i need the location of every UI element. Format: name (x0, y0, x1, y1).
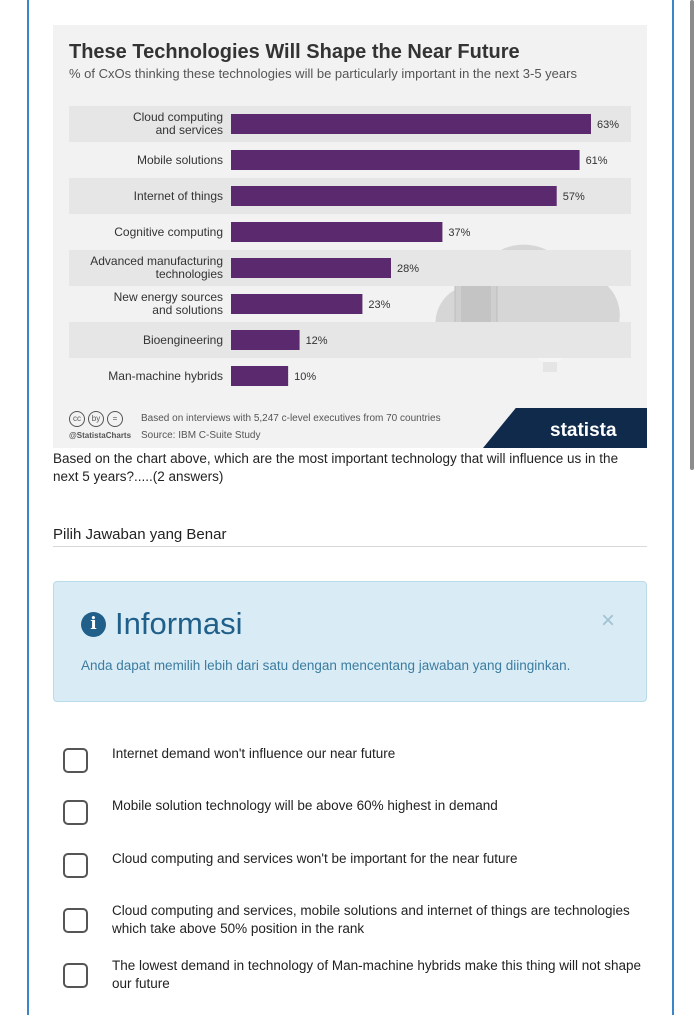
checkbox[interactable] (63, 748, 88, 773)
info-alert: i Informasi × Anda dapat memilih lebih d… (53, 581, 647, 702)
by-icon: by (88, 411, 104, 427)
bar (231, 222, 443, 242)
info-title: Informasi (115, 606, 243, 641)
value-label: 23% (368, 299, 390, 311)
statista-logo: statista (550, 420, 617, 441)
answer-label: Pilih Jawaban yang Benar (53, 526, 227, 543)
value-label: 12% (306, 335, 328, 347)
category-label: Bioengineering (143, 333, 223, 347)
cc-license-icons: cc by = (69, 411, 123, 427)
checkbox[interactable] (63, 800, 88, 825)
checkbox[interactable] (63, 963, 88, 988)
bar (231, 258, 391, 278)
option-label[interactable]: Internet demand won't influence our near… (112, 746, 396, 761)
statista-handle: @StatistaCharts (69, 431, 132, 440)
option-label[interactable]: Cloud computing and services, mobile sol… (112, 903, 630, 936)
question-text: Based on the chart above, which are the … (53, 451, 619, 484)
category-label: Man-machine hybrids (108, 369, 223, 383)
divider (53, 546, 647, 547)
category-label: Cloud computing (133, 110, 223, 124)
nd-icon: = (107, 411, 123, 427)
bar (231, 186, 557, 206)
bar (231, 294, 363, 314)
info-icon: i (81, 612, 106, 637)
checkbox[interactable] (63, 908, 88, 933)
info-text: Anda dapat memilih lebih dari satu denga… (81, 658, 571, 673)
category-label: Internet of things (134, 189, 223, 203)
cc-icon: cc (69, 411, 85, 427)
chart-subtitle: % of CxOs thinking these technologies wi… (69, 66, 577, 81)
value-label: 37% (448, 227, 470, 239)
statista-band (483, 408, 647, 448)
category-label: Mobile solutions (137, 153, 223, 167)
chart-image: These Technologies Will Shape the Near F… (53, 25, 647, 448)
bar (231, 366, 289, 386)
category-label: New energy sources (114, 290, 223, 304)
chart-title: These Technologies Will Shape the Near F… (69, 41, 520, 63)
checkbox[interactable] (63, 853, 88, 878)
scrollbar[interactable] (690, 0, 694, 470)
chart-note: Based on interviews with 5,247 c-level e… (141, 413, 441, 424)
value-label: 28% (397, 263, 419, 275)
category-label: and solutions (152, 303, 223, 317)
bar (231, 150, 580, 170)
value-label: 10% (294, 371, 316, 383)
option-label[interactable]: Mobile solution technology will be above… (112, 798, 498, 813)
category-label: technologies (156, 267, 223, 281)
category-label: Cognitive computing (114, 225, 223, 239)
chart-source: Source: IBM C-Suite Study (141, 430, 261, 441)
frame-border-left (27, 0, 29, 1015)
value-label: 61% (586, 155, 608, 167)
value-label: 63% (597, 119, 619, 131)
option-label[interactable]: Cloud computing and services won't be im… (112, 851, 518, 866)
frame-border-right (672, 0, 674, 1015)
row-band (69, 322, 631, 358)
value-label: 57% (563, 191, 585, 203)
option-label[interactable]: The lowest demand in technology of Man-m… (112, 958, 642, 991)
category-label: Advanced manufacturing (90, 254, 223, 268)
bar (231, 330, 300, 350)
close-icon[interactable]: × (601, 607, 616, 634)
category-label: and services (156, 123, 223, 137)
bar (231, 114, 591, 134)
